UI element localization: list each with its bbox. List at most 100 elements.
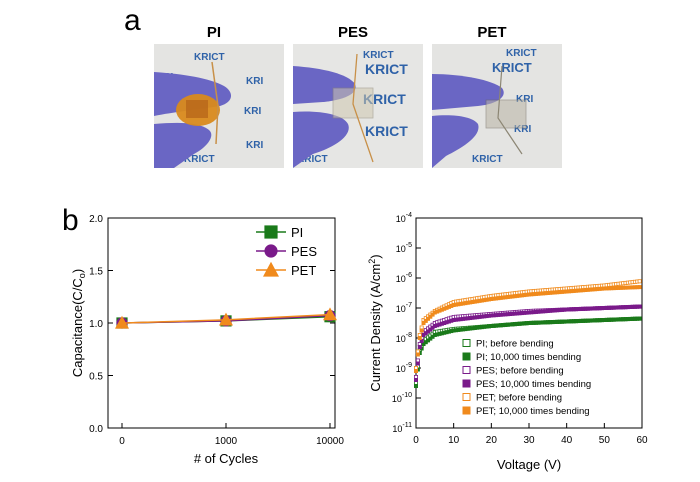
current-density-data-point (439, 321, 444, 326)
current-density-data-point (446, 302, 451, 307)
current-density-data-point (508, 310, 513, 315)
current-density-data-point (426, 338, 431, 343)
capacitance-series-line (121, 313, 331, 324)
current-density-data-point (515, 290, 520, 295)
current-density-data-point (484, 324, 489, 329)
current-density-data-point (574, 307, 579, 312)
current-density-data-point (496, 323, 501, 328)
current-density-data-point (444, 320, 449, 325)
current-density-data-point (628, 316, 633, 321)
current-density-legend-marker (462, 406, 471, 415)
current-density-data-point (571, 319, 576, 324)
current-density-x-tick-label: 20 (486, 435, 498, 446)
current-density-data-point (585, 318, 590, 323)
current-density-data-point (432, 310, 437, 315)
current-density-data-point (637, 285, 642, 290)
current-density-data-point (486, 297, 491, 302)
current-density-data-point (583, 318, 588, 323)
current-density-data-point (515, 293, 520, 298)
current-density-data-point (419, 346, 424, 351)
capacitance-y-tick-label: 1.0 (89, 319, 103, 330)
capacitance-data-point (220, 315, 232, 327)
current-density-data-point (423, 318, 428, 323)
current-density-plot-frame (415, 217, 643, 429)
capacitance-data-point (324, 310, 336, 322)
current-density-data-point (529, 308, 534, 313)
current-density-data-point (458, 326, 463, 331)
current-density-data-point (637, 316, 642, 321)
current-density-data-point (421, 317, 426, 322)
current-density-data-point (468, 313, 473, 318)
current-density-data-point (541, 291, 546, 296)
current-density-data-point (463, 298, 468, 303)
current-density-data-point (543, 291, 548, 296)
photo-label-pi: PI (206, 24, 222, 41)
current-density-data-point (564, 307, 569, 312)
current-density-data-point (501, 311, 506, 316)
current-density-legend-label: PET; before bending (476, 393, 562, 404)
current-density-data-point (458, 301, 463, 306)
current-density-data-point (486, 324, 491, 329)
current-density-data-point (417, 335, 422, 340)
current-density-data-point (576, 319, 581, 324)
current-density-data-point (527, 320, 532, 325)
current-density-data-point (519, 321, 524, 326)
current-density-data-point (607, 286, 612, 291)
current-density-data-point (616, 285, 621, 290)
current-density-data-point (442, 304, 447, 309)
current-density-data-point (536, 320, 541, 325)
current-density-data-point (494, 293, 499, 298)
current-density-data-point (581, 288, 586, 293)
current-density-data-point (519, 293, 524, 298)
current-density-data-point (522, 321, 527, 326)
current-density-data-point (597, 286, 602, 291)
current-density-data-point (503, 322, 508, 327)
current-density-data-point (454, 299, 459, 304)
current-density-data-point (435, 329, 440, 334)
current-density-data-point (607, 317, 612, 322)
current-density-data-point (534, 309, 539, 314)
current-density-data-point (449, 329, 454, 334)
current-density-legend-marker (462, 339, 471, 347)
current-density-data-point (444, 305, 449, 310)
current-density-data-point (564, 319, 569, 324)
current-density-data-point (461, 316, 466, 321)
current-density-data-point (417, 347, 422, 352)
current-density-data-point (494, 313, 499, 318)
current-density-data-point (468, 326, 473, 331)
capacitance-data-point (322, 307, 338, 321)
current-density-data-point (517, 321, 522, 326)
current-density-data-point (439, 305, 444, 310)
current-density-data-point (428, 324, 433, 329)
current-density-data-point (517, 290, 522, 295)
current-density-data-point (426, 329, 431, 334)
current-density-data-point (621, 285, 626, 290)
svg-text:KRICT: KRICT (365, 61, 408, 77)
current-density-data-point (465, 325, 470, 330)
current-density-data-point (461, 298, 466, 303)
current-density-data-point (423, 316, 428, 321)
current-density-data-point (472, 325, 477, 330)
current-density-data-point (439, 328, 444, 333)
current-density-data-point (508, 322, 513, 327)
current-density-data-point (527, 320, 532, 325)
current-density-data-point (413, 383, 418, 388)
current-density-data-point (415, 358, 420, 363)
svg-text:KRICT: KRICT (492, 60, 532, 75)
current-density-data-point (430, 334, 435, 339)
current-density-data-point (569, 319, 574, 324)
current-density-data-point (435, 332, 440, 337)
current-density-data-point (489, 311, 494, 316)
current-density-data-point (435, 323, 440, 328)
current-density-data-point (442, 306, 447, 311)
current-density-data-point (470, 326, 475, 331)
current-density-data-point (637, 279, 642, 284)
current-density-data-point (451, 326, 456, 331)
current-density-data-point (430, 331, 435, 336)
current-density-data-point (536, 309, 541, 314)
current-density-data-point (415, 364, 420, 369)
current-density-data-point (630, 285, 635, 290)
current-density-data-point (501, 323, 506, 328)
capacitance-y-tick-label: 1.5 (89, 267, 103, 278)
current-density-data-point (449, 301, 454, 306)
